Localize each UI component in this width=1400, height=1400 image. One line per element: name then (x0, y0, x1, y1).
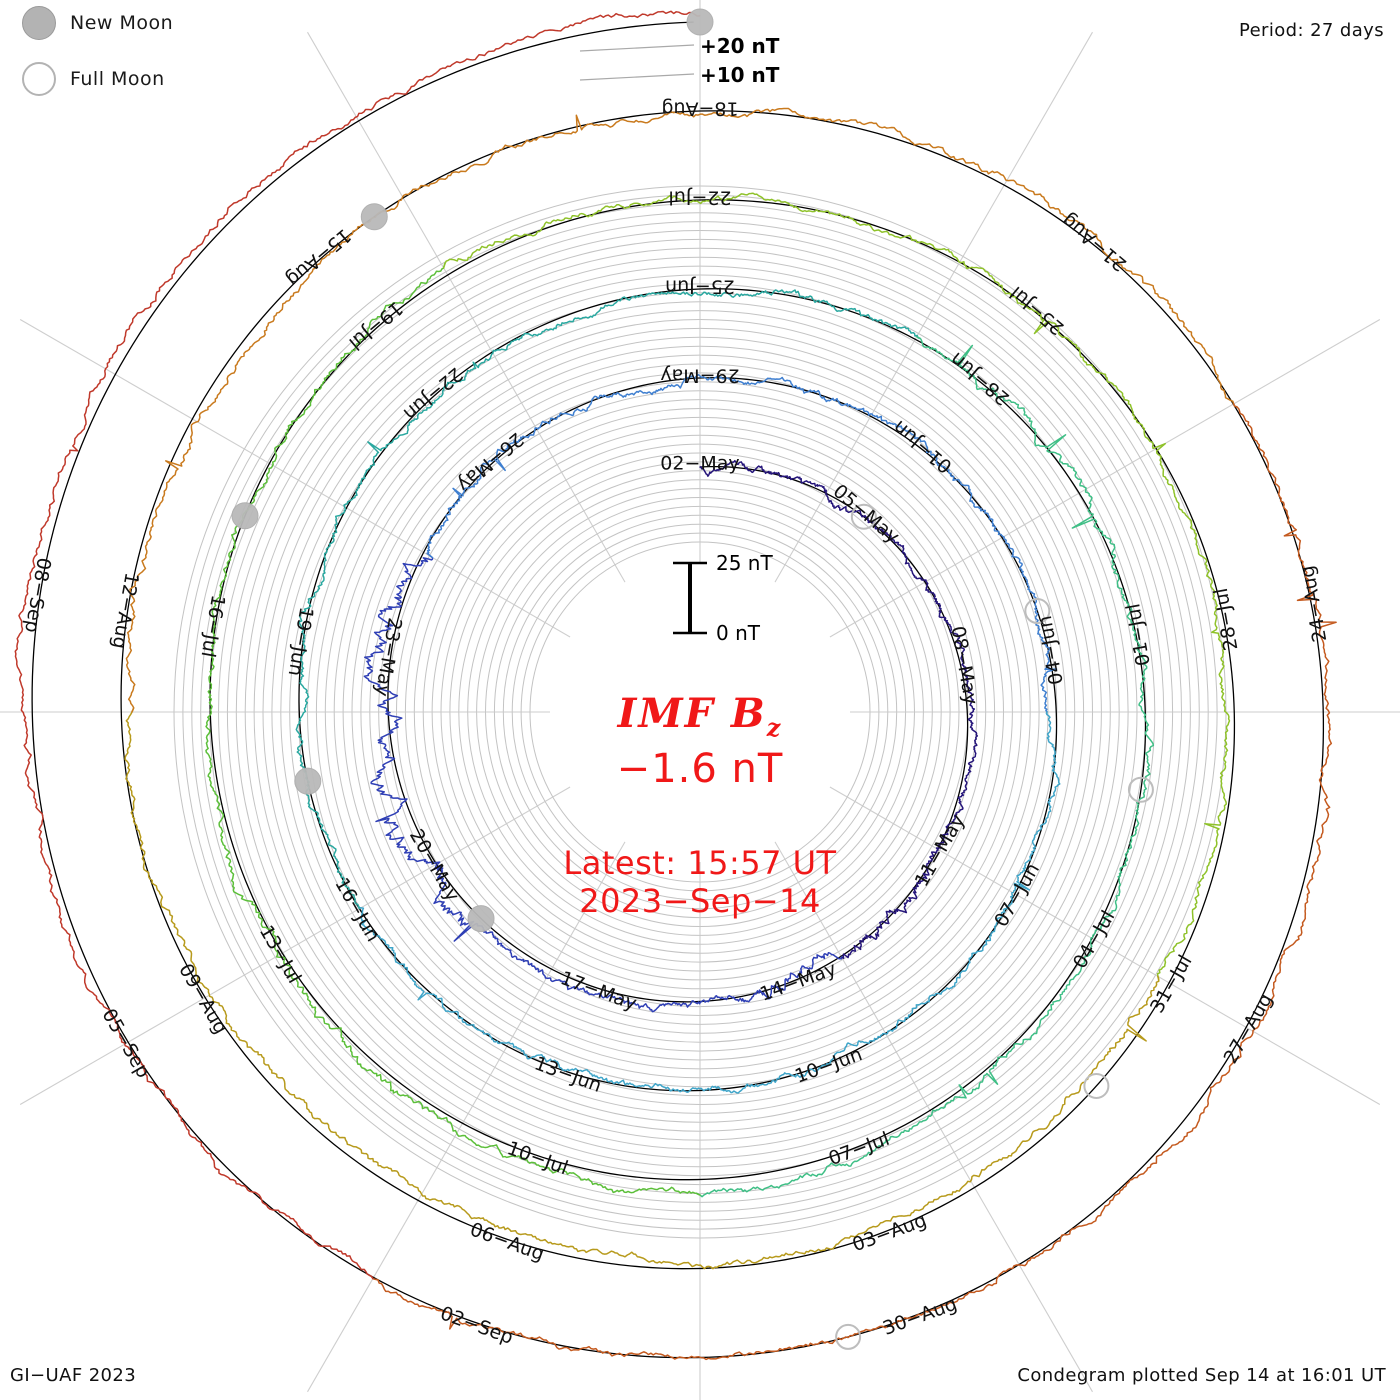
date-label: 16−Jul (196, 593, 229, 659)
plotted-timestamp-label: Condegram plotted Sep 14 at 16:01 UT (1017, 1365, 1386, 1386)
scalebar-bottom-label: 0 nT (716, 621, 760, 645)
date-label: 07−Jul (826, 1128, 893, 1170)
date-label: 09−Aug (174, 960, 232, 1038)
date-label: 11−May (911, 811, 970, 891)
date-label: 13−Jul (255, 922, 306, 988)
date-label: 03−Aug (849, 1209, 929, 1256)
date-label: 06−Aug (467, 1218, 547, 1265)
legend-item-full-moon: Full Moon (22, 62, 165, 96)
date-label: 04−Jun (1034, 614, 1068, 687)
date-label: 02−Sep (437, 1302, 516, 1349)
date-label: 23−May (370, 616, 405, 698)
date-label: 05−Sep (97, 1005, 154, 1082)
date-label: 12−Aug (108, 571, 143, 651)
scalebar-top-label: 25 nT (716, 551, 773, 575)
date-label: 27−Aug (1220, 990, 1278, 1068)
date-labels: 02−May05−May08−May11−May14−May17−May20−M… (20, 98, 1331, 1349)
date-label: 28−Jul (1210, 586, 1243, 652)
date-label: 24−Aug (1296, 564, 1331, 644)
legend-label-new-moon: New Moon (70, 12, 174, 34)
date-label: 29−May (660, 365, 739, 387)
date-label: 25−Jun (665, 276, 735, 298)
date-label: 10−Jun (792, 1043, 865, 1088)
data-traces (14, 10, 1337, 1361)
full-moon-icon (22, 62, 56, 96)
credit-label: GI−UAF 2023 (10, 1365, 137, 1386)
legend-item-new-moon: New Moon (22, 6, 173, 40)
date-label: 30−Aug (880, 1293, 960, 1340)
date-label: 18−Aug (661, 98, 738, 120)
moon-phase-markers (231, 8, 1154, 1350)
date-label: 07−Jun (990, 859, 1044, 930)
date-label: 08−Sep (20, 556, 55, 635)
date-label: 15−Aug (282, 224, 355, 290)
date-label: 08−May (946, 624, 981, 706)
date-label: 21−Aug (1058, 209, 1131, 275)
scale-bar (673, 561, 707, 635)
date-label: 14−May (757, 958, 839, 1006)
date-label: 10−Jul (504, 1137, 571, 1179)
radial-tick-label-10nt: +10 nT (700, 63, 780, 87)
date-label: 13−Jun (531, 1052, 604, 1097)
nt-axis-leaders (579, 44, 695, 81)
legend-label-full-moon: Full Moon (70, 68, 165, 90)
date-label: 26−May (453, 428, 528, 496)
new-moon-icon (22, 6, 56, 40)
date-label: 01−Jul (1122, 602, 1155, 668)
date-label: 19−Jun (284, 605, 318, 678)
date-label: 02−May (660, 453, 739, 475)
period-label: Period: 27 days (1238, 20, 1384, 41)
date-label: 22−Jul (668, 187, 731, 209)
radial-tick-label-20nt: +20 nT (700, 34, 780, 58)
